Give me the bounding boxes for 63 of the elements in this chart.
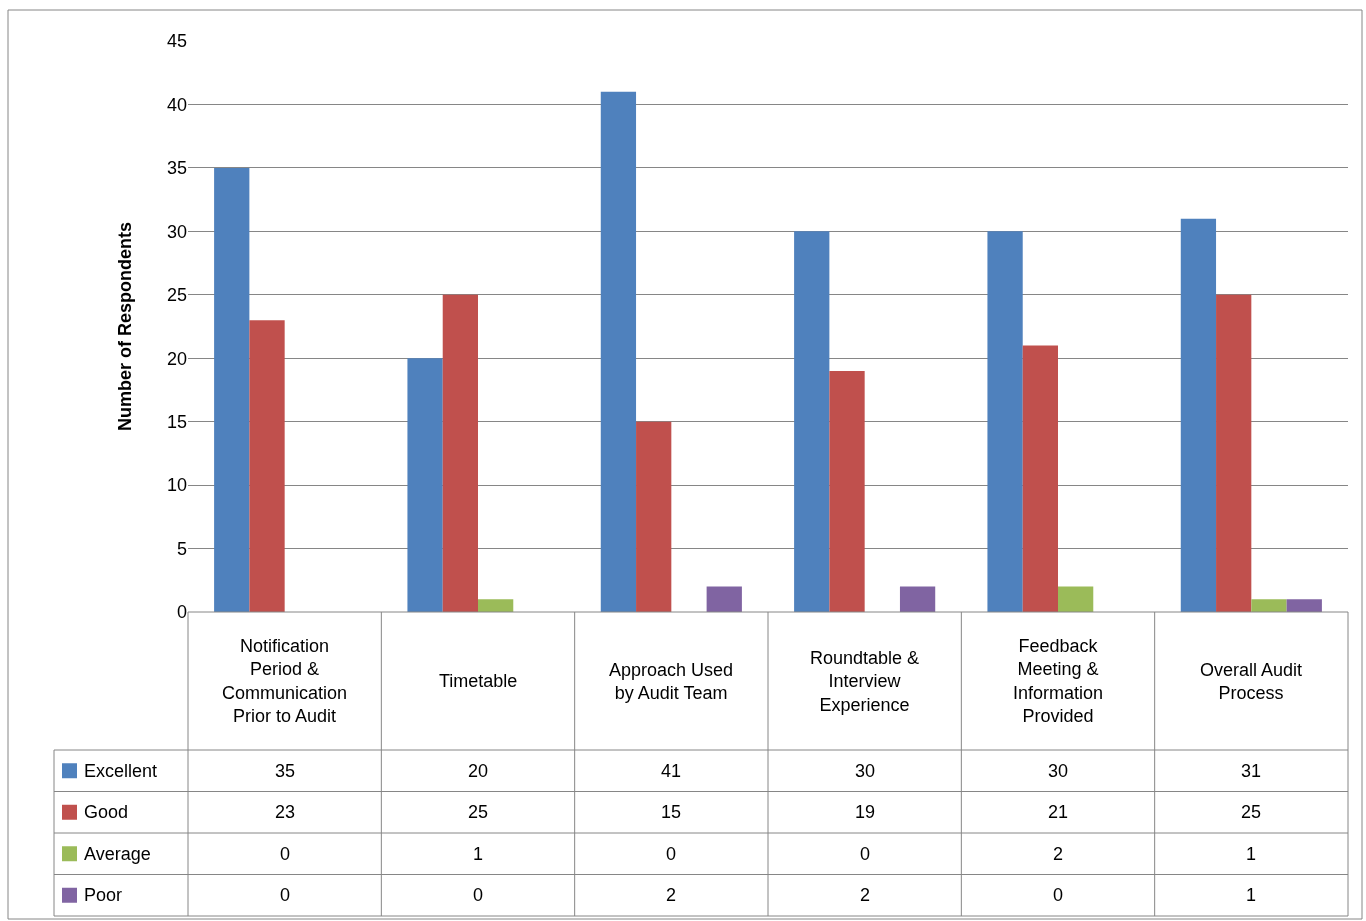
data-label: 15: [661, 802, 682, 822]
data-label: 19: [855, 802, 876, 822]
data-label: 0: [473, 885, 484, 905]
data-label: 0: [280, 844, 291, 864]
bar: [407, 358, 443, 612]
y-tick-label: 0: [176, 602, 187, 623]
data-label: 35: [275, 761, 296, 781]
data-label: 1: [473, 844, 484, 864]
data-label: 21: [1048, 802, 1069, 822]
bar: [899, 586, 936, 612]
y-tick-label: 35: [166, 158, 187, 179]
bar: [1022, 345, 1058, 612]
y-tick-label: 40: [166, 94, 187, 115]
bar: [1058, 586, 1094, 612]
bar: [214, 167, 250, 612]
data-label: 41: [661, 761, 682, 781]
data-label: 20: [468, 761, 489, 781]
legend-label: Excellent: [84, 761, 158, 781]
bar: [1251, 599, 1287, 612]
bar: [706, 586, 742, 612]
x-tick-label: Approach Used by Audit Team: [609, 660, 734, 704]
bar: [478, 599, 514, 612]
data-label: 1: [1246, 885, 1257, 905]
bar: [1180, 218, 1217, 612]
data-label: 0: [666, 844, 677, 864]
x-tick-label: Notification Period & Communication Prior to Audit: [222, 636, 348, 727]
data-label: 30: [855, 761, 876, 781]
bar: [600, 91, 637, 612]
x-tick-label: Timetable: [439, 671, 518, 691]
y-axis-title: Number of Respondents: [115, 221, 136, 432]
bar: [1286, 599, 1322, 612]
legend-label: Good: [84, 802, 129, 822]
data-label: 25: [468, 802, 489, 822]
data-label: 30: [1048, 761, 1069, 781]
data-label: 31: [1241, 761, 1262, 781]
data-label: 2: [1053, 844, 1064, 864]
y-tick-label: 25: [166, 285, 187, 306]
x-tick-label: Overall Audit Process: [1200, 660, 1303, 704]
data-label: 25: [1241, 802, 1262, 822]
y-tick-label: 5: [176, 538, 187, 559]
x-tick-label: Roundtable & Interview Experience: [810, 648, 920, 715]
bar: [249, 320, 285, 612]
x-tick-label: Feedback Meeting & Information Provided: [1013, 636, 1104, 727]
data-label: 2: [666, 885, 677, 905]
legend-label: Average: [84, 844, 151, 864]
bar: [794, 231, 830, 612]
legend-label: Poor: [84, 885, 123, 905]
y-tick-label: 10: [166, 475, 187, 496]
data-label: 2: [860, 885, 871, 905]
y-tick-label: 30: [166, 221, 187, 242]
bar: [442, 294, 478, 612]
data-label: 0: [280, 885, 291, 905]
y-tick-label: 15: [166, 411, 187, 432]
bar: [1216, 294, 1252, 612]
data-label: 0: [860, 844, 871, 864]
bar: [829, 370, 865, 612]
data-label: 23: [275, 802, 296, 822]
data-label: 0: [1053, 885, 1064, 905]
y-tick-label: 45: [166, 31, 187, 52]
bar: [987, 231, 1023, 612]
data-label: 1: [1246, 844, 1257, 864]
bar: [636, 421, 672, 612]
y-tick-label: 20: [166, 348, 187, 369]
